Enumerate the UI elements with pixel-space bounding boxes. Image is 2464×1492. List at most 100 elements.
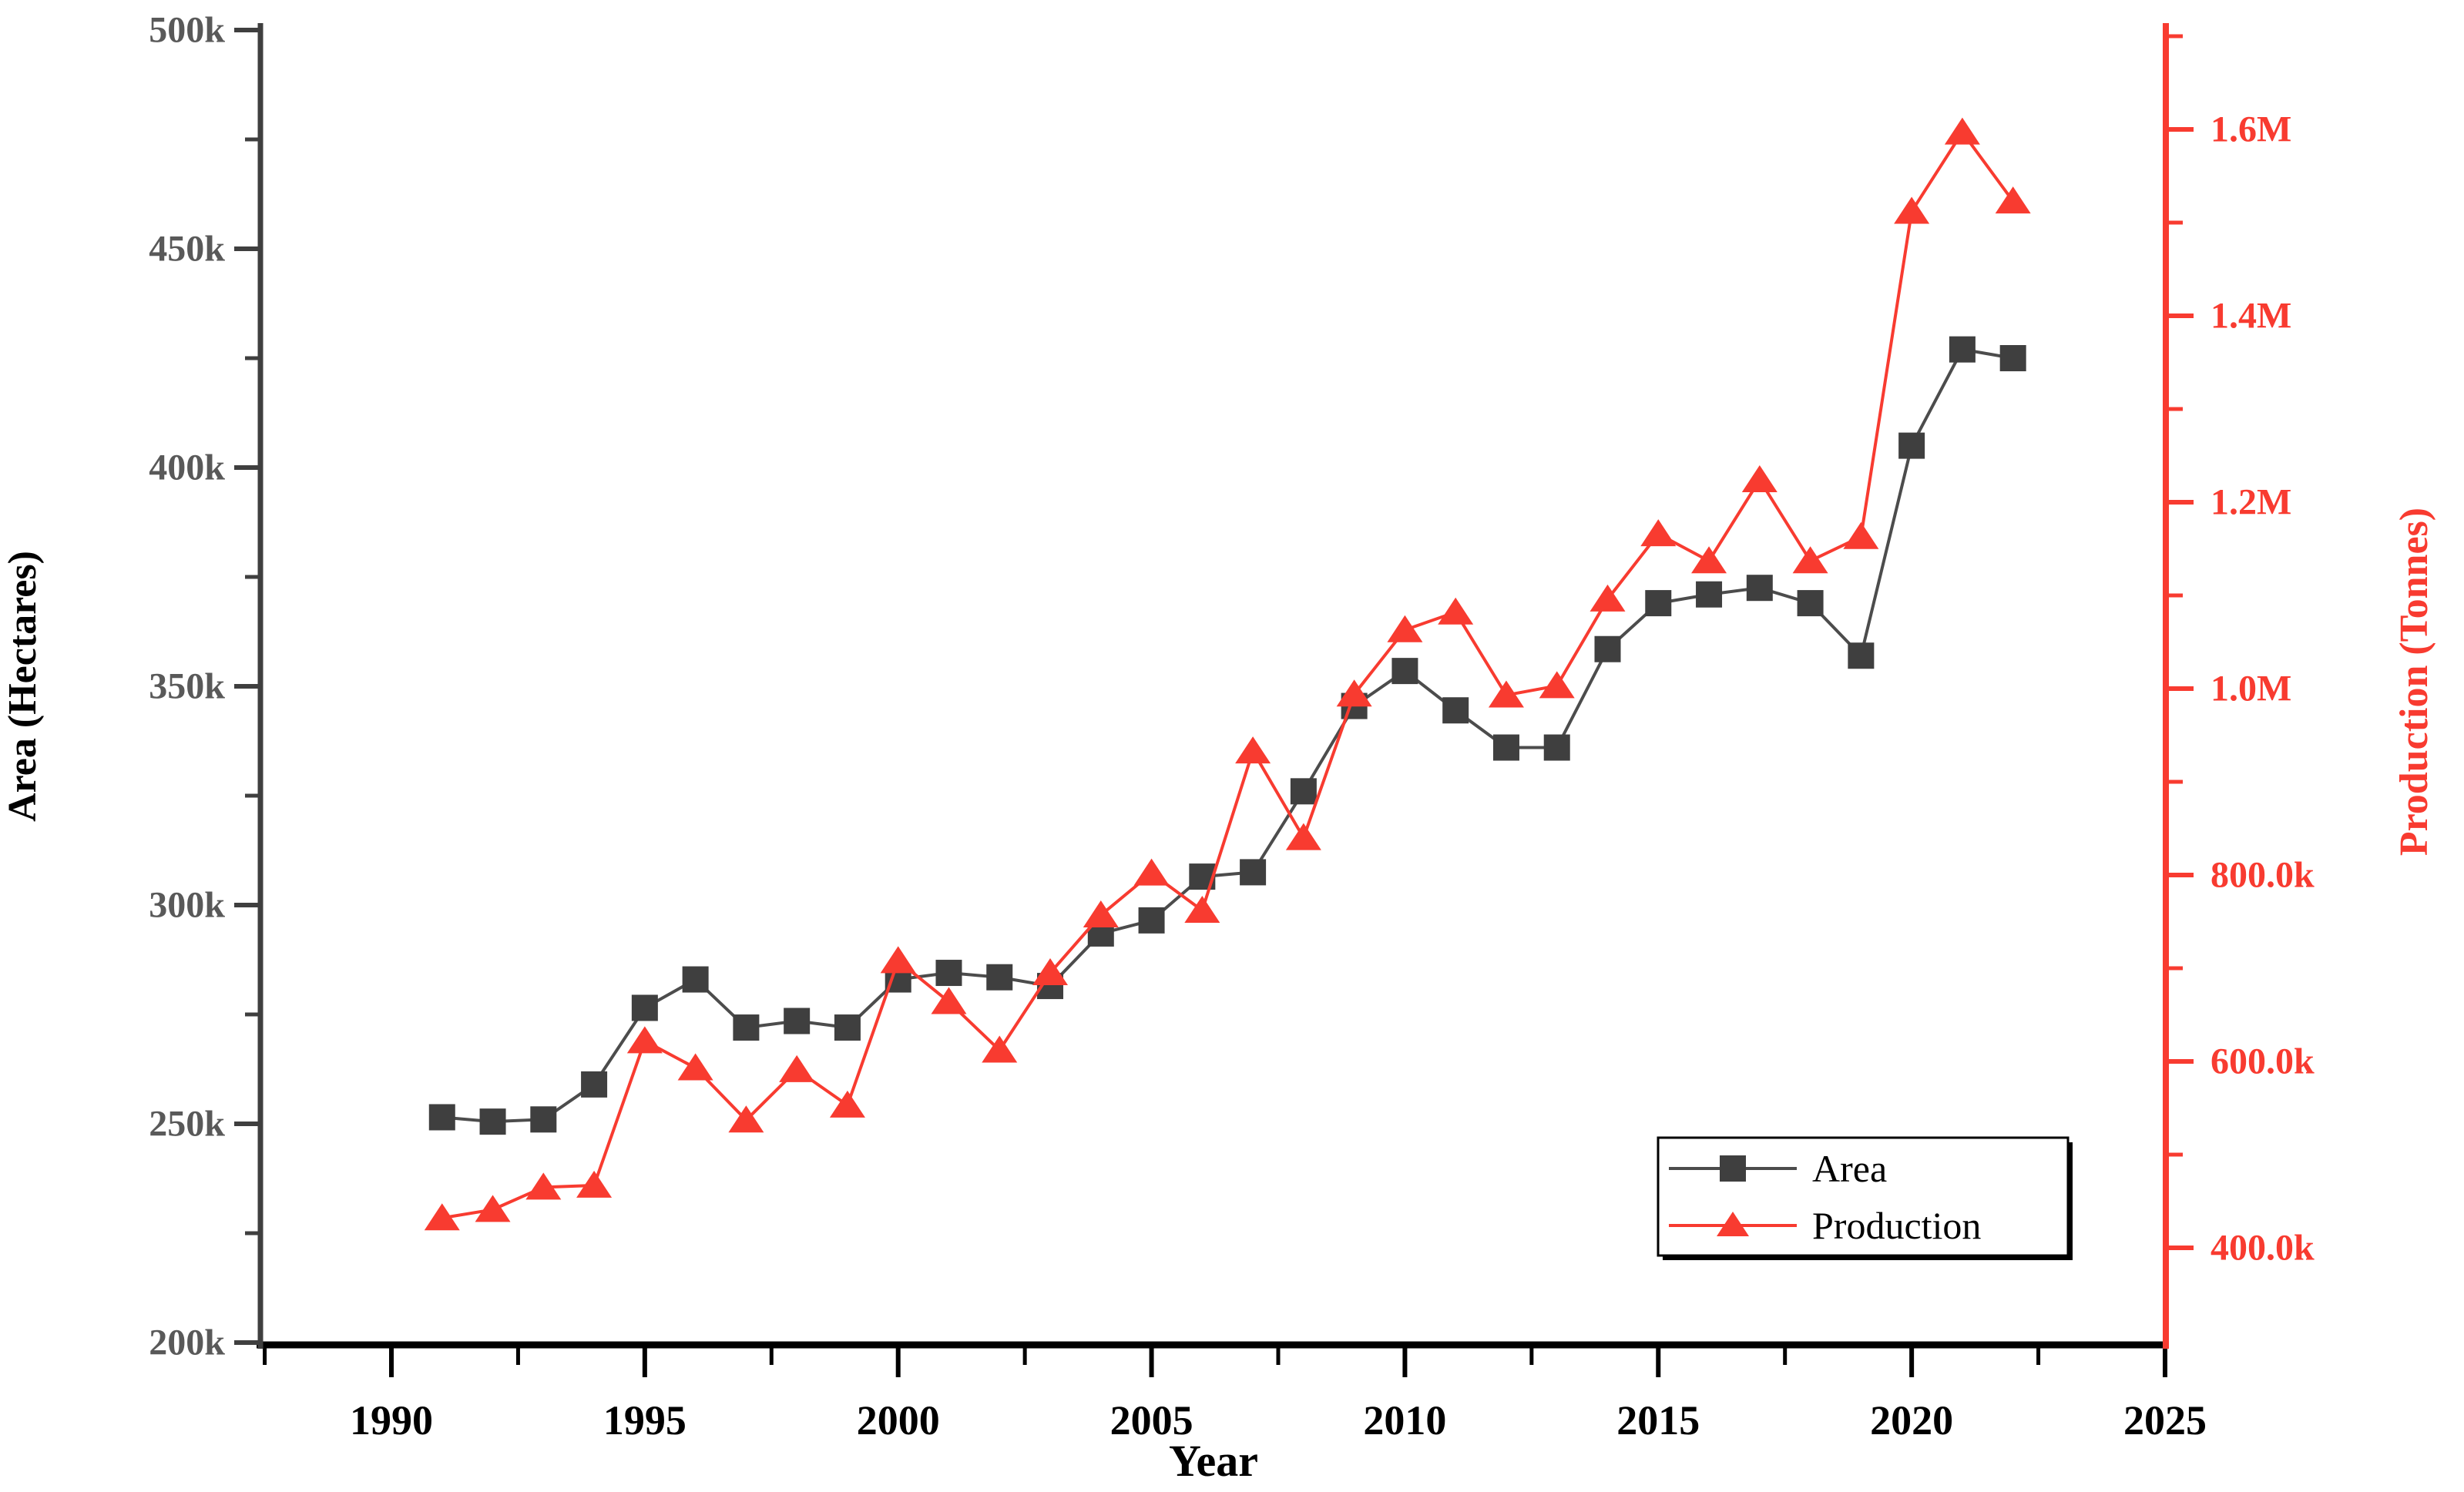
area-marker	[530, 1106, 557, 1133]
x-tick-label: 2015	[1616, 1397, 1700, 1443]
left-tick-label: 350k	[149, 666, 225, 707]
production-marker	[1640, 519, 1677, 547]
production-series	[424, 117, 2031, 1231]
left-tick-label: 250k	[149, 1104, 225, 1145]
left-tick-label: 450k	[149, 229, 225, 270]
area-marker	[1999, 345, 2026, 371]
x-tick-label: 1995	[603, 1397, 686, 1443]
x-tick-label: 2000	[857, 1397, 940, 1443]
x-axis-title: Year	[1169, 1436, 1258, 1486]
area-series	[428, 336, 2026, 1135]
left-axis-title: Area (Hectares)	[1, 551, 45, 822]
production-marker	[1285, 823, 1321, 850]
right-y-axis: 1.6M 1.4M 1.2M 1.0M 800.0k 600.0k 400.0k	[2163, 23, 2315, 1349]
area-marker	[682, 966, 709, 993]
production-marker	[1792, 546, 1828, 574]
right-tick-label: 1.4M	[2211, 296, 2291, 337]
production-marker	[1539, 671, 1575, 699]
production-marker	[576, 1170, 613, 1198]
production-marker	[1590, 584, 1626, 612]
production-marker	[1184, 895, 1220, 923]
legend-production-triangle-icon	[1717, 1212, 1749, 1236]
area-marker	[1696, 581, 1723, 608]
area-marker	[1848, 642, 1875, 669]
right-tick-label: 400.0k	[2211, 1228, 2315, 1269]
left-tick-label: 400k	[149, 448, 225, 488]
production-marker	[525, 1172, 562, 1200]
area-marker	[581, 1071, 608, 1098]
right-tick-label: 1.2M	[2211, 482, 2291, 523]
area-line	[441, 347, 2014, 1124]
right-tick-label: 1.0M	[2211, 669, 2291, 709]
left-tick-label: 500k	[149, 10, 225, 51]
area-marker	[1645, 590, 1672, 617]
left-tick-label: 300k	[149, 885, 225, 926]
production-marker	[1133, 858, 1170, 886]
area-marker	[631, 994, 658, 1021]
production-marker	[829, 1090, 865, 1118]
production-marker	[677, 1053, 713, 1081]
right-tick-label: 800.0k	[2211, 855, 2315, 896]
production-marker	[1032, 958, 1069, 986]
production-marker	[728, 1105, 764, 1133]
area-marker	[1240, 859, 1267, 886]
area-marker	[1290, 778, 1317, 805]
production-marker	[626, 1026, 663, 1054]
production-marker	[1995, 186, 2031, 214]
production-line	[441, 129, 2015, 1220]
legend-entry-production: Production	[1669, 1204, 1981, 1247]
area-marker	[986, 964, 1013, 991]
area-marker	[1949, 336, 1976, 363]
area-marker	[1898, 432, 1925, 459]
legend-entry-area: Area	[1669, 1147, 1887, 1190]
production-marker	[475, 1195, 511, 1222]
area-marker	[784, 1008, 811, 1034]
area-marker	[1138, 907, 1165, 934]
area-marker	[1797, 590, 1824, 617]
legend-area-square-icon	[1720, 1155, 1746, 1182]
production-marker	[1894, 196, 1930, 224]
right-tick-label: 600.0k	[2211, 1041, 2315, 1082]
legend: Area Production	[1657, 1136, 2073, 1260]
production-marker	[1387, 615, 1423, 642]
left-tick-label: 200k	[149, 1323, 225, 1363]
area-marker	[1492, 734, 1519, 761]
area-marker	[1746, 575, 1773, 602]
area-marker	[834, 1014, 861, 1041]
production-marker	[1741, 464, 1778, 492]
right-tick-label: 1.6M	[2211, 109, 2291, 150]
production-marker	[1235, 736, 1271, 764]
production-marker	[982, 1035, 1018, 1063]
right-axis-title: Production (Tonnes)	[2392, 508, 2436, 856]
x-tick-label: 2025	[2123, 1397, 2207, 1443]
x-tick-label: 1990	[350, 1397, 433, 1443]
area-marker	[935, 960, 962, 987]
legend-production-label: Production	[1812, 1204, 1981, 1247]
production-marker	[1691, 546, 1727, 574]
production-marker	[424, 1203, 460, 1231]
left-y-axis: 500k 450k 400k 350k 300k 250k 200k	[149, 10, 264, 1363]
x-tick-label: 2010	[1363, 1397, 1446, 1443]
production-marker	[779, 1054, 815, 1082]
production-marker	[931, 987, 967, 1014]
production-marker	[1944, 117, 1980, 145]
area-marker	[479, 1108, 506, 1135]
production-marker	[1488, 680, 1524, 708]
production-marker	[880, 946, 916, 974]
area-marker	[1391, 658, 1418, 685]
production-marker	[1843, 521, 1879, 549]
area-marker	[1543, 734, 1570, 761]
x-tick-label: 2020	[1870, 1397, 1953, 1443]
area-marker	[733, 1014, 760, 1041]
x-tick-label: 2005	[1110, 1397, 1193, 1443]
production-marker	[1336, 679, 1372, 707]
area-marker	[1594, 635, 1621, 662]
x-axis: 1990 1995 2000 2005 2010 2015 2020 2025	[257, 1341, 2207, 1443]
legend-area-label: Area	[1812, 1147, 1887, 1190]
production-marker	[1438, 597, 1474, 625]
area-marker	[1442, 697, 1469, 724]
area-marker	[428, 1104, 455, 1131]
production-marker	[1083, 900, 1119, 928]
